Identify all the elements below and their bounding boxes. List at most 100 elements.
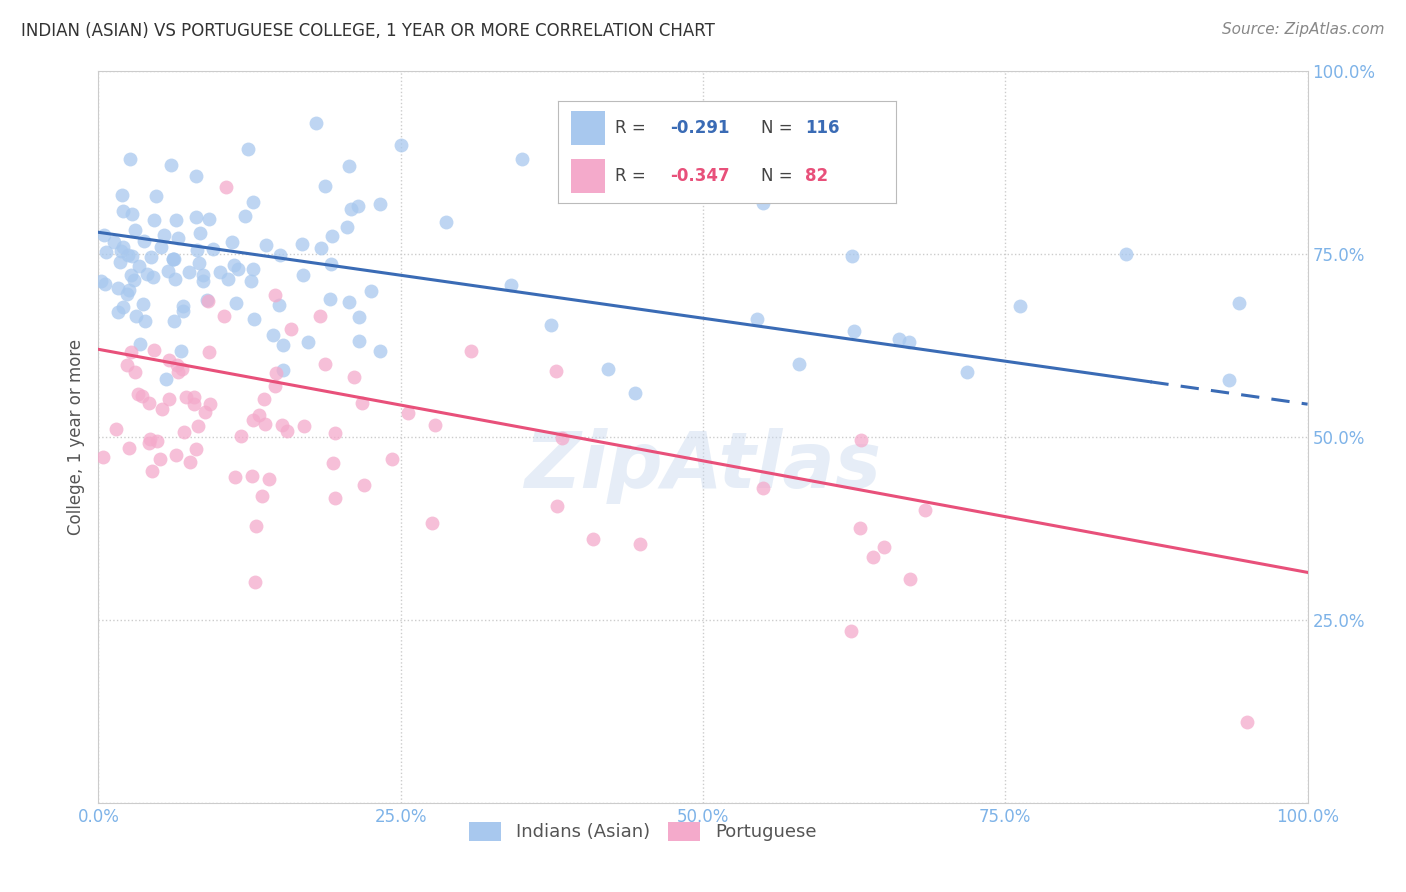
Point [166, 212, 188, 227]
Point [145, 189, 167, 203]
Point [93, 227, 115, 242]
Point [955, 366, 977, 380]
Point [170, 343, 193, 358]
Point [197, 293, 219, 308]
Point [271, 362, 294, 376]
Point [873, 540, 896, 554]
Text: Source: ZipAtlas.com: Source: ZipAtlas.com [1222, 22, 1385, 37]
Point [236, 142, 259, 156]
Point [173, 425, 195, 439]
Point [389, 137, 412, 152]
Point [125, 310, 148, 324]
Point [155, 372, 177, 386]
Point [195, 293, 218, 308]
Point [115, 358, 138, 372]
Point [243, 311, 266, 326]
Point [179, 455, 201, 469]
Point [156, 264, 179, 278]
Point [309, 241, 332, 255]
Point [197, 211, 219, 226]
Point [226, 262, 249, 277]
Point [353, 478, 375, 492]
Point [162, 252, 184, 267]
Point [1218, 373, 1240, 387]
Point [103, 235, 125, 249]
Point [340, 202, 363, 216]
Point [110, 244, 132, 259]
Point [297, 334, 319, 349]
Point [292, 419, 315, 434]
Point [368, 344, 391, 359]
Point [898, 335, 921, 350]
Point [752, 196, 775, 211]
Point [264, 366, 287, 380]
Point [887, 333, 910, 347]
Point [184, 442, 207, 456]
Point [222, 258, 245, 272]
Point [322, 457, 344, 471]
Point [134, 235, 156, 249]
Point [263, 378, 285, 392]
Point [242, 413, 264, 427]
Point [314, 178, 336, 193]
Point [849, 521, 872, 535]
Text: INDIAN (ASIAN) VS PORTUGUESE COLLEGE, 1 YEAR OR MORE CORRELATION CHART: INDIAN (ASIAN) VS PORTUGUESE COLLEGE, 1 … [21, 22, 716, 40]
Point [172, 304, 194, 318]
Point [107, 305, 129, 319]
Point [337, 294, 360, 309]
Point [787, 358, 810, 372]
Point [862, 549, 884, 564]
Point [1236, 715, 1258, 730]
Point [150, 240, 173, 254]
Point [396, 406, 419, 420]
Point [183, 390, 205, 404]
Point [167, 365, 190, 379]
Point [166, 358, 188, 372]
Point [117, 247, 139, 261]
Point [138, 435, 160, 450]
Point [240, 469, 263, 483]
Point [93, 450, 115, 465]
Point [118, 441, 141, 455]
Point [434, 215, 457, 229]
Point [752, 481, 775, 495]
Point [270, 418, 292, 433]
Point [347, 310, 370, 324]
Point [839, 624, 862, 639]
Point [139, 251, 162, 265]
Point [212, 310, 235, 324]
Point [143, 212, 166, 227]
Point [136, 268, 159, 282]
Point [551, 431, 574, 445]
Point [167, 230, 190, 244]
Point [124, 273, 146, 287]
Point [420, 516, 443, 531]
Point [291, 236, 314, 251]
Point [139, 432, 162, 446]
Point [280, 321, 302, 335]
Point [360, 285, 382, 299]
Point [628, 536, 651, 550]
Point [247, 408, 270, 422]
Text: ZipAtlas: ZipAtlas [524, 428, 882, 504]
Point [242, 195, 264, 210]
Point [898, 572, 921, 586]
Point [460, 344, 482, 359]
Point [96, 245, 118, 260]
Point [174, 390, 197, 404]
Point [347, 199, 370, 213]
Point [321, 228, 343, 243]
Point [668, 174, 690, 188]
Point [118, 283, 141, 297]
Point [124, 365, 146, 379]
Point [336, 219, 359, 234]
Point [153, 227, 176, 242]
Point [186, 243, 208, 257]
Point [188, 256, 211, 270]
Point [132, 297, 155, 311]
Point [337, 159, 360, 173]
Point [111, 240, 134, 254]
Point [914, 502, 936, 516]
Point [254, 417, 277, 432]
Point [162, 252, 184, 267]
